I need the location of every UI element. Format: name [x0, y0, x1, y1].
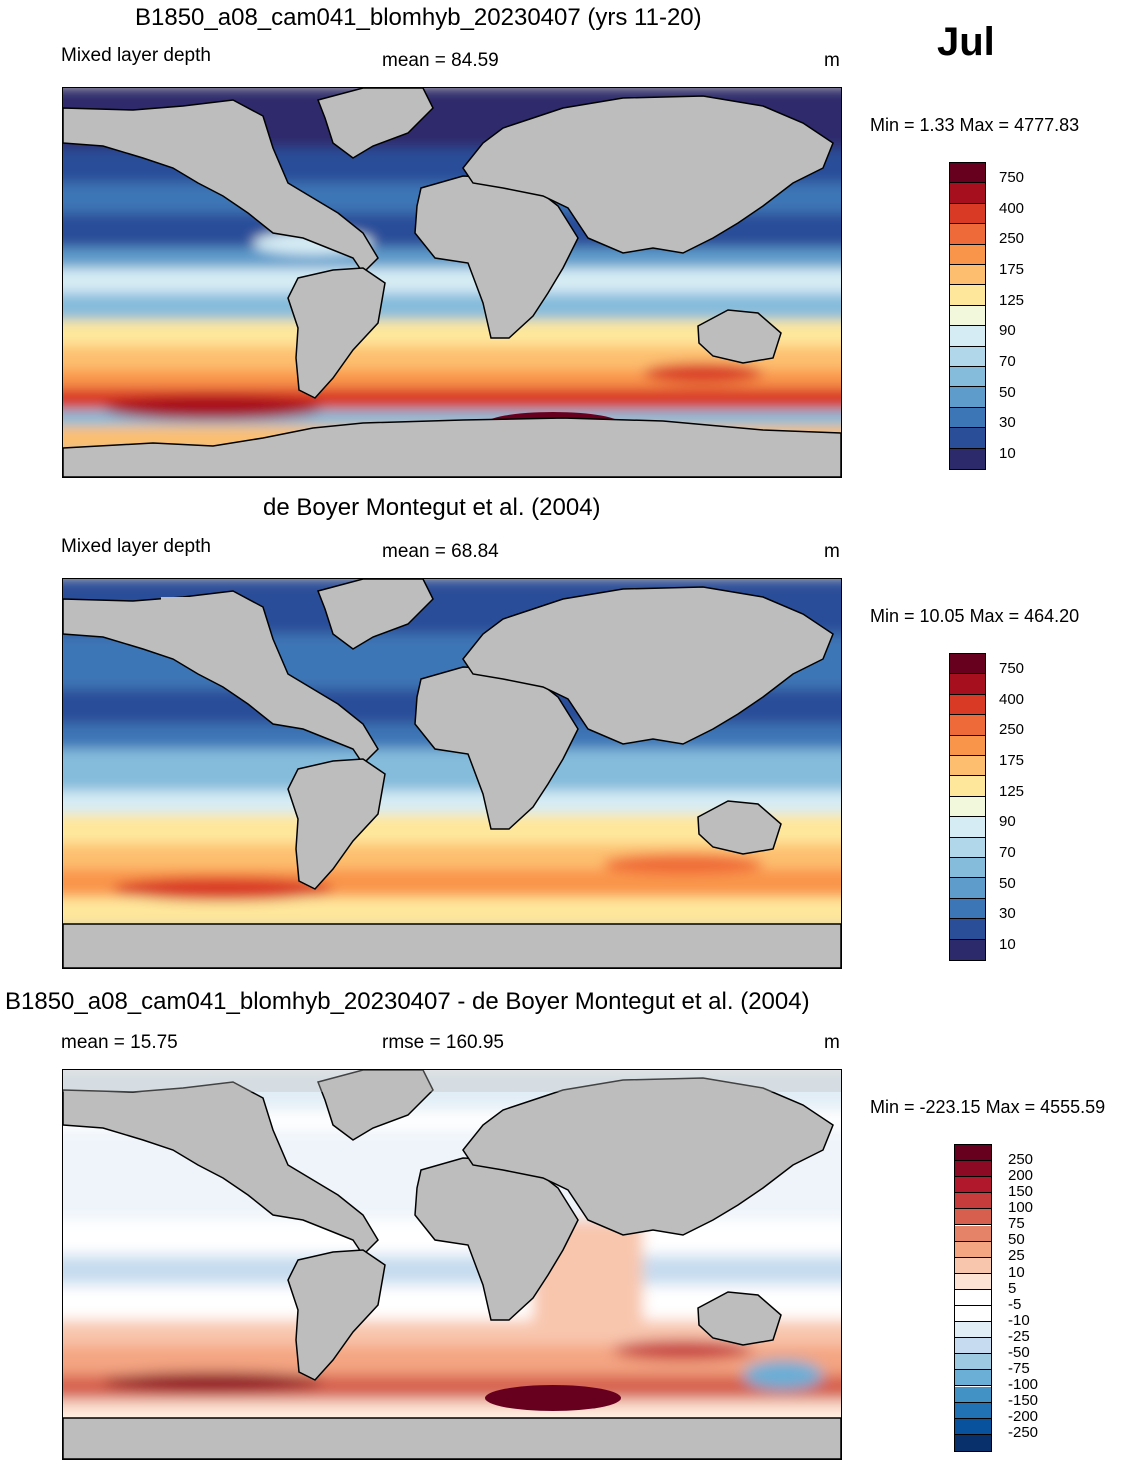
panel-3-map: [62, 1069, 842, 1460]
panel-1-units: m: [824, 50, 840, 71]
panel-2-variable-label: Mixed layer depth: [61, 536, 211, 557]
cb2-label: 250: [999, 721, 1025, 738]
cb3-label: -75: [1008, 1360, 1030, 1377]
cb2-label: 10: [999, 936, 1016, 953]
cb2-label: 50: [999, 875, 1016, 892]
cb2-label: 175: [999, 752, 1025, 769]
cb3-label: 50: [1008, 1231, 1025, 1248]
cb2-label: 750: [999, 660, 1025, 677]
panel-2-map: [62, 578, 842, 969]
panel-3-units: m: [824, 1032, 840, 1053]
cb3-label: 150: [1008, 1183, 1034, 1200]
cb3-label: 75: [1008, 1215, 1025, 1232]
cb3-label: 10: [1008, 1264, 1025, 1281]
cb3-label: 25: [1008, 1247, 1025, 1264]
panel-1-map: [62, 87, 842, 478]
panel-2-title: de Boyer Montegut et al. (2004): [263, 494, 601, 521]
panel-3-mean-label: mean = 15.75: [61, 1032, 178, 1053]
panel-1-mean-label: mean = 84.59: [382, 50, 499, 71]
cb1-label: 750: [999, 169, 1025, 186]
cb1-label: 70: [999, 353, 1016, 370]
cb1-label: 90: [999, 322, 1016, 339]
month-label: Jul: [937, 20, 995, 64]
panel-2-mean-label: mean = 68.84: [382, 541, 499, 562]
cb2-label: 70: [999, 844, 1016, 861]
panel-3-title: B1850_a08_cam041_blomhyb_20230407 - de B…: [5, 988, 810, 1015]
cb1-label: 250: [999, 230, 1025, 247]
cb3-label: -5: [1008, 1296, 1022, 1313]
cb2-label: 125: [999, 783, 1025, 800]
panel-2-units: m: [824, 541, 840, 562]
panel-1-minmax: Min = 1.33 Max = 4777.83: [870, 115, 1080, 135]
cb1-label: 400: [999, 200, 1025, 217]
cb2-label: 90: [999, 813, 1016, 830]
cb3-label: -200: [1008, 1408, 1039, 1425]
cb3-label: 5: [1008, 1280, 1017, 1297]
panel-1-variable-label: Mixed layer depth: [61, 45, 211, 66]
panel-3-rmse-label: rmse = 160.95: [382, 1032, 504, 1053]
cb3-label: 250: [1008, 1151, 1034, 1168]
cb3-label: -10: [1008, 1312, 1030, 1329]
panel-3-colorbar: [954, 1144, 992, 1452]
panel-1-colorbar: [949, 162, 986, 470]
cb1-label: 125: [999, 292, 1025, 309]
cb3-label: 100: [1008, 1199, 1034, 1216]
cb3-label: -100: [1008, 1376, 1039, 1393]
cb3-label: -150: [1008, 1392, 1039, 1409]
panel-2-minmax: Min = 10.05 Max = 464.20: [870, 606, 1080, 626]
cb1-label: 30: [999, 414, 1016, 431]
cb3-label: -25: [1008, 1328, 1030, 1345]
cb1-label: 50: [999, 384, 1016, 401]
cb2-label: 30: [999, 905, 1016, 922]
cb3-label: -50: [1008, 1344, 1030, 1361]
cb1-label: 175: [999, 261, 1025, 278]
cb3-label: -250: [1008, 1424, 1039, 1441]
panel-3-minmax: Min = -223.15 Max = 4555.59: [870, 1097, 1106, 1117]
cb2-label: 400: [999, 691, 1025, 708]
panel-2-colorbar: [949, 653, 986, 961]
panel-1-title: B1850_a08_cam041_blomhyb_20230407 (yrs 1…: [135, 4, 702, 31]
cb3-label: 200: [1008, 1167, 1034, 1184]
cb1-label: 10: [999, 445, 1016, 462]
